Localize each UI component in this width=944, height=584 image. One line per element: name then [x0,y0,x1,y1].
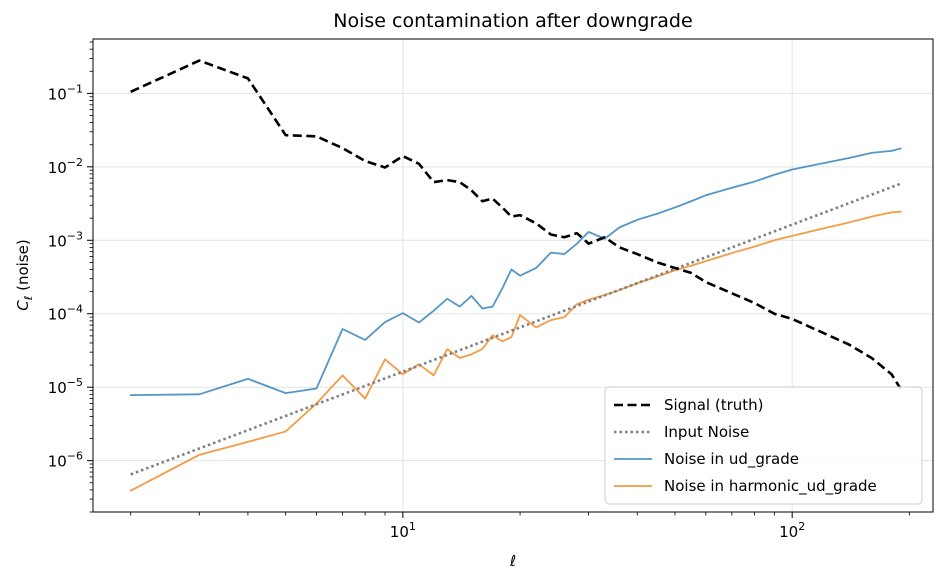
y-tick-label: 10−1 [48,82,83,103]
y-axis-label-rest: (noise) [14,239,32,295]
series-line-2 [129,147,902,397]
y-tick-label: 10−3 [48,229,83,250]
axes-frame [92,38,934,513]
y-axis-ticks: 10−6 10−5 10−4 10−3 10−2 10−1 [48,41,93,513]
legend-box [604,386,923,505]
series-line-3 [129,210,902,492]
x-tick-label: 102 [779,520,805,541]
legend-label-0: Signal (truth) [664,396,764,414]
y-axis-label: Cℓ (noise) [14,239,35,310]
legend-label-2: Noise in ud_grade [664,450,799,469]
legend: Signal (truth) Input Noise Noise in ud_gra… [604,386,923,505]
y-tick-label: 10−2 [48,156,83,177]
grid [93,39,933,512]
legend-label-3: Noise in harmonic_ud_grade [664,477,877,496]
y-tick-label: 10−5 [48,376,83,397]
legend-label-1: Input Noise [664,423,749,441]
y-axis-label-sub: ℓ [22,296,35,302]
series-layer [129,59,902,492]
y-tick-label: 10−4 [48,303,83,324]
chart-title: Noise contamination after downgrade [333,10,692,32]
y-tick-label: 10−6 [48,450,83,471]
x-axis-label: ℓ [509,552,516,570]
y-axis-label-main: C [14,300,32,311]
x-axis-ticks: 101 102 [130,512,910,541]
series-line-0 [130,59,902,390]
x-tick-label: 101 [390,520,416,541]
plot-area [129,59,902,492]
